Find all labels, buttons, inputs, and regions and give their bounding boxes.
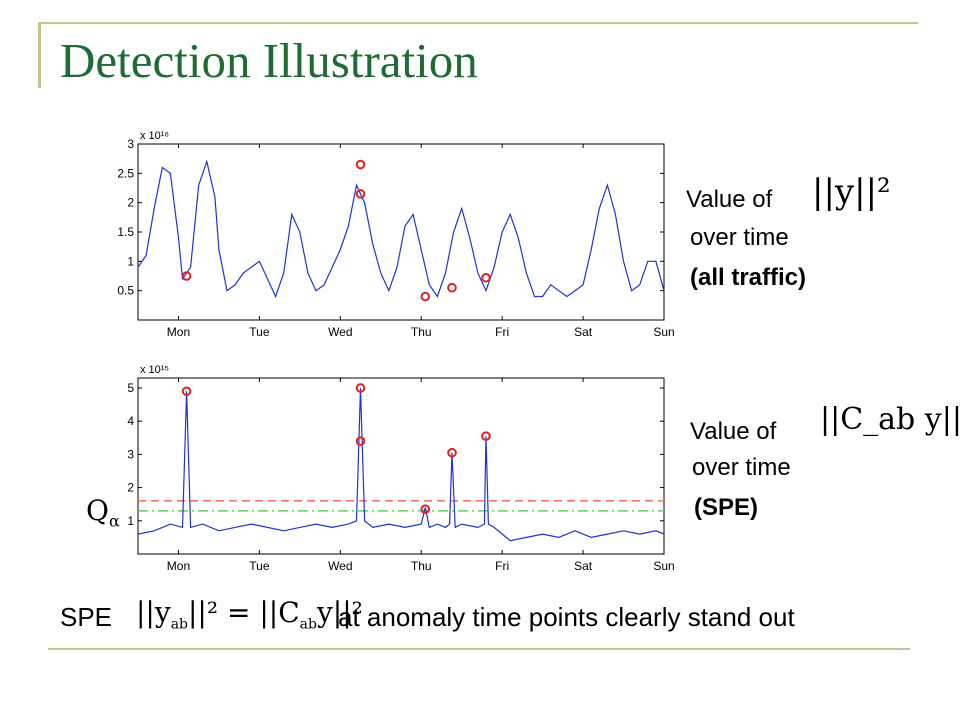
anomaly-marker [181, 386, 192, 397]
y-tick-label: 4 [127, 414, 134, 428]
threshold-label: Qα [86, 494, 120, 531]
x-tick-label: Thu [411, 325, 432, 339]
series-line [137, 159, 665, 299]
anomaly-marker [355, 189, 366, 199]
y-tick-label: 5 [127, 381, 134, 395]
caption-formula-rhs-end: y||² [316, 596, 363, 629]
plot-frame [137, 143, 665, 321]
y-tick-label: 3 [127, 137, 134, 151]
chart-all-traffic: x 10¹⁶ 3 2.5 2 1.5 1 0.5 Mon Tue Wed Thu Fri Sat Sun [117, 130, 674, 339]
y-tick-label: 1 [127, 514, 134, 528]
x-tick-label: Wed [328, 325, 352, 339]
y-tick-label: 0.5 [117, 284, 134, 298]
x-tick-label: Thu [411, 559, 432, 573]
anomaly-marker [447, 447, 457, 458]
top-side-line2: over time [690, 224, 789, 251]
x-tick-label: Sat [574, 559, 593, 573]
y-tick-label: 2 [127, 481, 134, 495]
x-tick-label: Mon [167, 325, 190, 339]
decorative-bottom-rule [48, 648, 910, 650]
x-tick-label: Tue [249, 559, 270, 573]
anomaly-marker [355, 436, 366, 446]
caption-formula: ||yab||² = ||Caby||² [136, 596, 363, 633]
x-tick-label: Fri [495, 325, 509, 339]
anomaly-marker [420, 504, 431, 514]
anomaly-marker [481, 272, 491, 283]
x-tick-label: Mon [167, 559, 190, 573]
bottom-side-line2: over time [692, 454, 791, 481]
x-tick-label: Fri [495, 559, 509, 573]
y-scale-label: x 10¹⁶ [140, 130, 169, 142]
x-tick-label: Sun [653, 559, 674, 573]
bottom-side-formula: ||C_ab y||² [820, 402, 960, 437]
x-tick-label: Sat [574, 325, 593, 339]
caption-formula-lhs: ||y [136, 596, 171, 629]
top-side-formula: ||y||² [812, 172, 891, 212]
decorative-vertical-rule [38, 22, 41, 88]
series-line [137, 387, 665, 542]
chart-spe: x 10¹⁵ 5 4 3 2 1 Mon Tue Wed Thu Fri Sat Sun [127, 364, 674, 573]
y-scale-label: x 10¹⁵ [140, 364, 169, 376]
decorative-top-rule [38, 22, 918, 24]
top-side-line3: (all traffic) [690, 264, 807, 291]
caption-formula-eq: ||² = ||C [188, 596, 300, 629]
caption-formula-rhs-sub: ab [299, 616, 317, 633]
anomaly-marker [420, 291, 431, 302]
top-side-prefix: Value of [686, 186, 773, 213]
threshold-subscript: α [108, 511, 120, 531]
x-tick-label: Tue [249, 325, 270, 339]
y-tick-label: 1.5 [117, 225, 134, 239]
bottom-side-prefix: Value of [690, 418, 777, 445]
y-tick-label: 3 [127, 447, 134, 461]
caption-prefix: SPE [60, 602, 113, 632]
x-tick-label: Wed [328, 559, 352, 573]
anomaly-marker [481, 431, 491, 441]
anomaly-marker [181, 271, 192, 281]
y-tick-label: 1 [127, 254, 134, 268]
caption-formula-lhs-sub: ab [170, 616, 188, 633]
caption-suffix: at anomaly time points clearly stand out [338, 602, 795, 632]
top-side-label: Value of [686, 186, 772, 214]
anomaly-marker [355, 159, 366, 170]
x-tick-label: Sun [653, 325, 674, 339]
y-tick-label: 2.5 [117, 166, 134, 180]
y-tick-label: 2 [127, 196, 134, 210]
anomaly-marker [447, 282, 457, 293]
slide-title: Detection Illustration [60, 33, 478, 88]
threshold-symbol: Q [86, 494, 109, 527]
anomaly-marker [355, 383, 366, 393]
plot-frame [137, 377, 665, 555]
bottom-side-line3: (SPE) [694, 494, 759, 521]
